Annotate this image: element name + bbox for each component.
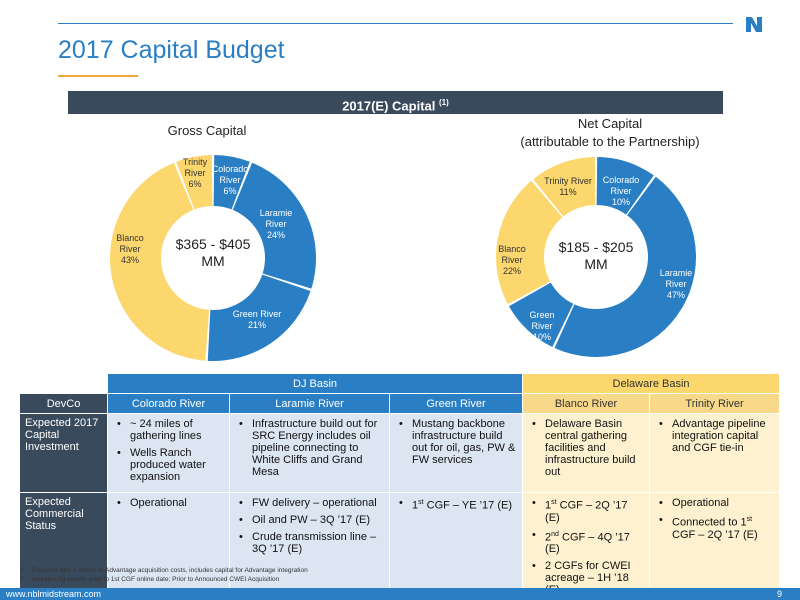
net-label-laramie-river: Laramie River 47% <box>660 268 693 300</box>
gross-slice-blanco-river <box>110 162 210 361</box>
gross-label-laramie-river: Laramie River 24% <box>260 208 293 240</box>
dj-basin-header: DJ Basin <box>106 373 524 394</box>
table-row-commercial-status: Expected Commercial Status Operational F… <box>19 491 781 600</box>
table-row-capital-investment: Expected 2017 Capital Investment ~ 24 mi… <box>19 413 781 493</box>
net-label-green-river: Green River 10% <box>529 310 554 342</box>
cell-blanco-status: 1st CGF – 2Q ’17 (E) 2nd CGF – 4Q ’17 (E)… <box>522 491 651 600</box>
col-header-colorado-river: Colorado River <box>107 393 230 414</box>
col-header-laramie-river: Laramie River <box>229 393 390 414</box>
bullet-item: 2nd CGF – 4Q ’17 (E) <box>527 529 645 556</box>
devco-capital-table: DJ Basin Delaware Basin DevCo Colorado R… <box>19 373 781 600</box>
net-slice-laramie-river <box>554 176 696 357</box>
bullet-item: Advantage pipeline integration capital a… <box>654 418 775 454</box>
gross-slice-laramie-river <box>232 162 316 289</box>
gross-label-blanco-river: Blanco River 43% <box>116 233 144 265</box>
table-region-row: DJ Basin Delaware Basin <box>19 373 781 394</box>
net-slice-trinity-river <box>533 157 596 217</box>
col-header-trinity-river: Trinity River <box>649 393 781 414</box>
footer-url-link[interactable]: www.nblmidstream.com <box>6 589 102 599</box>
cell-laramie-status: FW delivery – operational Oil and PW – 3Q… <box>229 491 390 600</box>
net-center-amount: $185 - $205 <box>558 239 634 255</box>
row-label-commercial-status: Expected Commercial Status <box>19 491 108 600</box>
net-slice-green-river <box>508 282 574 347</box>
cell-blanco-investment: Delaware Basin central gathering facilit… <box>522 413 651 493</box>
bullet-item: Infrastructure build out for SRC Energy … <box>234 418 385 478</box>
net-center-unit: MM <box>584 256 608 272</box>
net-capital-title: Net Capital (attributable to the Partner… <box>510 115 710 151</box>
bullet-item: Operational <box>654 497 775 509</box>
table-corner-blank <box>19 373 108 394</box>
bullet-item: 1st CGF – 2Q ’17 (E) <box>527 497 645 524</box>
gross-slice-green-river <box>207 274 311 361</box>
capital-banner-footnote: (1) <box>439 98 449 107</box>
footnote-2: 2. Includes rig activity prior to 1st CGF… <box>20 575 280 583</box>
cell-colorado-status: Operational <box>107 491 230 600</box>
bullet-item: Wells Ranch produced water expansion <box>112 447 225 483</box>
net-slice-blanco-river <box>496 180 563 305</box>
bullet-item: 1st CGF – YE ’17 (E) <box>394 497 518 512</box>
capital-banner-text: 2017(E) Capital <box>342 98 436 114</box>
bullet-item: ~ 24 miles of gathering lines <box>112 418 225 442</box>
net-label-colorado-river: Colorado River 10% <box>603 175 640 207</box>
cell-trinity-status: Operational Connected to 1st CGF – 2Q ’17… <box>649 491 781 600</box>
bullet-item: Mustang backbone infrastructure build ou… <box>394 418 518 466</box>
bullet-item: Delaware Basin central gathering facilit… <box>527 418 645 478</box>
gross-label-green-river: Green River 21% <box>233 309 282 330</box>
gross-slice-colorado-river <box>213 155 250 210</box>
net-slice-colorado-river <box>596 157 654 215</box>
col-header-blanco-river: Blanco River <box>522 393 651 414</box>
cell-green-status: 1st CGF – YE ’17 (E) <box>388 491 524 600</box>
gross-center-unit: MM <box>201 253 225 269</box>
nbl-logo-icon <box>742 12 766 36</box>
gross-capital-center-label: $365 - $405 MM <box>162 236 264 270</box>
capital-banner: 2017(E) Capital (1) <box>68 91 723 114</box>
cell-green-investment: Mustang backbone infrastructure build ou… <box>388 413 524 493</box>
bullet-item: Crude transmission line – 3Q ’17 (E) <box>234 531 385 555</box>
cell-laramie-investment: Infrastructure build out for SRC Energy … <box>229 413 390 493</box>
net-capital-title-line1: Net Capital <box>577 116 643 131</box>
net-label-blanco-river: Blanco River 22% <box>498 244 526 276</box>
bullet-item: Operational <box>112 497 225 509</box>
net-label-trinity-river: Trinity River 11% <box>544 176 592 197</box>
gross-center-amount: $365 - $405 <box>175 236 251 252</box>
net-capital-title-line2: (attributable to the Partnership) <box>520 134 700 149</box>
title-underline <box>58 75 138 77</box>
bullet-item: 2 CGFs for CWEI acreage – 1H ’18 (E) <box>527 560 645 596</box>
footer-bar: www.nblmidstream.com 9 <box>0 588 800 600</box>
gross-capital-title: Gross Capital <box>167 123 247 138</box>
net-capital-center-label: $185 - $205 MM <box>548 239 644 273</box>
table-column-header-row: DevCo Colorado River Laramie River Green… <box>19 393 781 414</box>
footnotes: 1. Excludes $66.5 million in Advantage ac… <box>20 567 308 584</box>
bullet-item: Connected to 1st CGF – 2Q ’17 (E) <box>654 514 775 541</box>
gross-label-trinity-river: Trinity River 6% <box>183 157 208 189</box>
col-header-green-river: Green River <box>388 393 524 414</box>
bullet-item: Oil and PW – 3Q ’17 (E) <box>234 514 385 526</box>
row-label-capital-investment: Expected 2017 Capital Investment <box>19 413 108 493</box>
page-title: 2017 Capital Budget <box>58 36 285 64</box>
page-number: 9 <box>776 589 782 599</box>
top-rule <box>58 23 733 24</box>
devco-header: DevCo <box>19 393 108 414</box>
cell-trinity-investment: Advantage pipeline integration capital a… <box>649 413 781 493</box>
delaware-basin-header: Delaware Basin <box>522 373 781 394</box>
bullet-item: FW delivery – operational <box>234 497 385 509</box>
footnote-1: 1. Excludes $66.5 million in Advantage ac… <box>20 567 308 574</box>
gross-label-colorado-river: Colorado River 6% <box>212 164 249 196</box>
gross-slice-trinity-river <box>176 155 213 210</box>
cell-colorado-investment: ~ 24 miles of gathering lines Wells Ranch… <box>107 413 230 493</box>
